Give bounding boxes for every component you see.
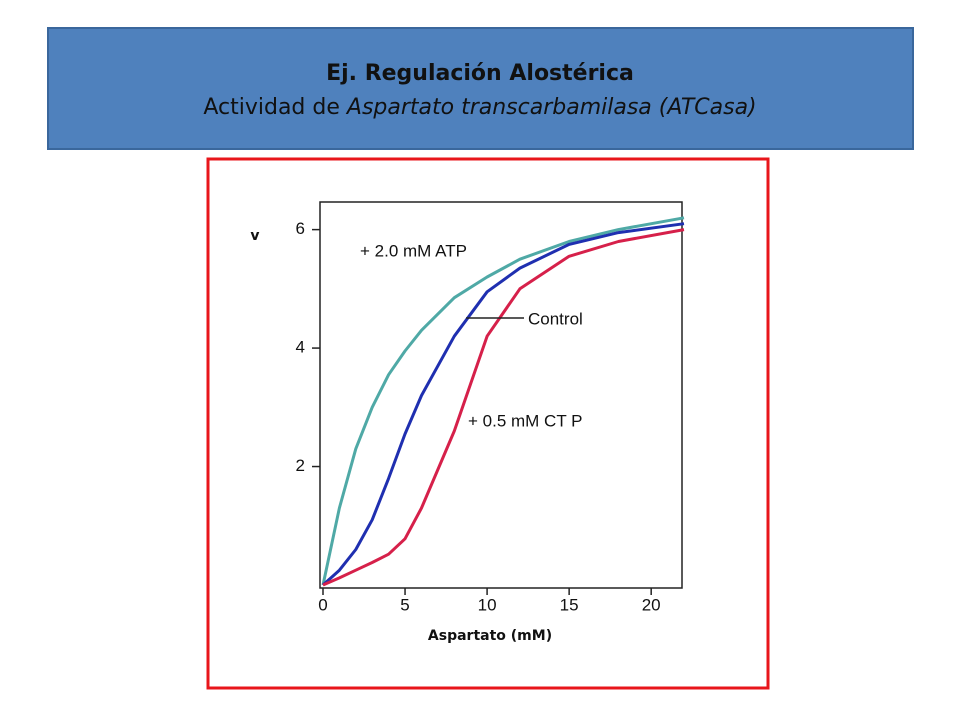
chart-frame: [206, 157, 770, 690]
series-label: Control: [528, 309, 583, 328]
plot-frame: [319, 201, 683, 589]
series-line: [321, 216, 685, 586]
x-axis-label: Aspartato (mM): [428, 628, 552, 644]
subtitle-part: Actividad de: [203, 95, 340, 120]
y-tick-label: 6: [296, 219, 305, 238]
x-tick-label: 20: [642, 595, 661, 614]
subtitle-part: Aspartato transcarbamilasa: [345, 95, 652, 120]
subtitle-part: (ATCasa): [659, 95, 757, 120]
x-tick-label: 5: [400, 595, 409, 614]
subtitle: Actividad de Aspartato transcarbamilasa …: [203, 95, 756, 120]
title-box: [47, 27, 914, 150]
y-axis-label: v: [250, 228, 259, 244]
title: Ej. Regulación Alostérica: [326, 61, 634, 86]
series-line: [322, 228, 685, 587]
x-tick-label: 0: [318, 595, 327, 614]
x-tick-label: 15: [560, 595, 579, 614]
y-tick-label: 2: [296, 456, 305, 475]
series-line: [321, 222, 685, 587]
series-label: + 0.5 mM CT P: [468, 411, 582, 430]
x-tick-label: 10: [478, 595, 497, 614]
series-label: + 2.0 mM ATP: [360, 241, 467, 260]
y-tick-label: 4: [296, 338, 305, 357]
